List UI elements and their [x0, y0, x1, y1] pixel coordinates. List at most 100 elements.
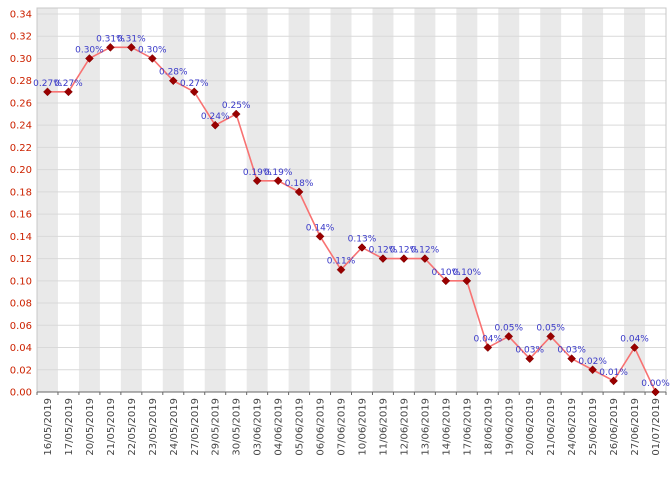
point-label: 0.04%	[473, 335, 502, 345]
y-tick-label: 0.02	[10, 365, 32, 376]
y-tick-label: 0.04	[10, 343, 32, 354]
data-point-marker	[441, 276, 451, 286]
point-label: 0.04%	[620, 335, 649, 345]
point-label: 0.27%	[33, 79, 62, 89]
y-tick-label: 0.08	[10, 299, 32, 310]
x-tick-label: 23/05/2019	[148, 398, 159, 456]
x-tick-label: 11/06/2019	[378, 398, 389, 456]
point-label: 0.13%	[348, 234, 377, 244]
data-point-marker	[483, 343, 493, 352]
data-point-marker	[252, 176, 262, 186]
x-tick-label: 30/05/2019	[232, 398, 243, 456]
x-tick-label: 25/06/2019	[588, 398, 599, 456]
data-point-marker	[525, 354, 535, 364]
point-label: 0.27%	[180, 79, 209, 89]
plot-stripe	[162, 8, 184, 392]
point-label: 0.27%	[54, 79, 83, 89]
x-tick-label: 20/06/2019	[525, 398, 536, 456]
y-tick-label: 0.12	[10, 254, 32, 265]
point-label: 0.24%	[201, 112, 230, 122]
x-tick-label: 03/06/2019	[253, 398, 264, 456]
point-label: 0.30%	[138, 45, 167, 55]
data-point-marker	[64, 87, 73, 97]
y-tick-label: 0.16	[10, 210, 32, 221]
data-point-marker	[546, 332, 556, 341]
plot-stripe	[78, 8, 100, 392]
data-point-marker	[273, 176, 283, 186]
x-tick-label: 07/06/2019	[337, 398, 348, 456]
data-point-marker	[43, 87, 52, 97]
point-label: 0.12%	[369, 246, 398, 256]
plot-stripe	[372, 8, 394, 392]
point-label: 0.01%	[599, 368, 628, 378]
y-tick-label: 0.26	[10, 98, 32, 109]
y-tick-label: 0.14	[10, 232, 32, 243]
data-point-marker	[378, 254, 388, 263]
data-point-marker	[462, 276, 472, 286]
y-tick-label: 0.32	[10, 32, 32, 43]
data-point-marker	[420, 254, 430, 263]
y-tick-label: 0.24	[10, 121, 32, 132]
point-label: 0.05%	[494, 323, 523, 333]
y-tick-label: 0.06	[10, 321, 32, 332]
x-tick-label: 18/06/2019	[483, 398, 494, 456]
plot-stripe	[246, 8, 268, 392]
plot-stripe	[288, 8, 310, 392]
y-tick-label: 0.30	[10, 54, 32, 65]
data-point-marker	[189, 87, 199, 97]
data-point-marker	[651, 387, 660, 397]
point-label: 0.28%	[159, 68, 188, 78]
plot-stripe	[204, 8, 226, 392]
data-point-marker	[399, 254, 409, 263]
point-label: 0.00%	[641, 379, 670, 389]
plot-stripe	[330, 8, 352, 392]
plot-stripe	[540, 8, 562, 392]
data-point-marker	[609, 376, 618, 386]
x-tick-label: 21/05/2019	[106, 398, 117, 456]
point-label: 0.10%	[432, 268, 461, 278]
x-tick-label: 29/05/2019	[211, 398, 222, 456]
x-tick-label: 19/06/2019	[504, 398, 515, 456]
x-tick-label: 24/05/2019	[169, 398, 180, 456]
y-tick-label: 0.20	[10, 165, 32, 176]
x-tick-label: 12/06/2019	[399, 398, 410, 456]
x-tick-label: 04/06/2019	[274, 398, 285, 456]
x-tick-label: 27/06/2019	[630, 398, 641, 456]
x-tick-label: 22/05/2019	[127, 398, 138, 456]
point-label: 0.02%	[578, 357, 607, 367]
x-tick-label: 01/07/2019	[651, 398, 662, 456]
point-label: 0.12%	[390, 246, 419, 256]
plot-stripe	[120, 8, 142, 392]
x-tick-label: 05/06/2019	[295, 398, 306, 456]
point-label: 0.05%	[536, 323, 565, 333]
data-point-marker	[126, 42, 136, 52]
x-tick-label: 16/05/2019	[43, 398, 54, 456]
x-tick-label: 10/06/2019	[357, 398, 368, 456]
point-label: 0.03%	[515, 346, 544, 356]
point-label: 0.31%	[96, 34, 125, 44]
x-tick-label: 21/06/2019	[546, 398, 557, 456]
x-tick-label: 17/06/2019	[462, 398, 473, 456]
data-point-marker	[504, 332, 514, 341]
data-point-marker	[106, 42, 115, 52]
data-point-marker	[85, 54, 94, 63]
plot-stripe	[624, 8, 646, 392]
point-label: 0.12%	[411, 246, 440, 256]
x-tick-label: 17/05/2019	[64, 398, 75, 456]
point-label: 0.30%	[75, 45, 104, 55]
y-tick-label: 0.28	[10, 76, 32, 87]
data-point-marker	[168, 76, 178, 86]
point-label: 0.18%	[285, 179, 314, 189]
point-label: 0.19%	[264, 168, 293, 178]
x-tick-label: 20/05/2019	[85, 398, 96, 456]
point-label: 0.25%	[222, 101, 251, 111]
y-tick-label: 0.00	[10, 388, 32, 399]
x-tick-label: 06/06/2019	[316, 398, 327, 456]
plot-stripe	[37, 8, 58, 392]
data-point-marker	[294, 187, 304, 197]
data-point-marker	[336, 265, 346, 275]
point-label: 0.14%	[306, 223, 335, 233]
y-tick-label: 0.22	[10, 143, 32, 154]
